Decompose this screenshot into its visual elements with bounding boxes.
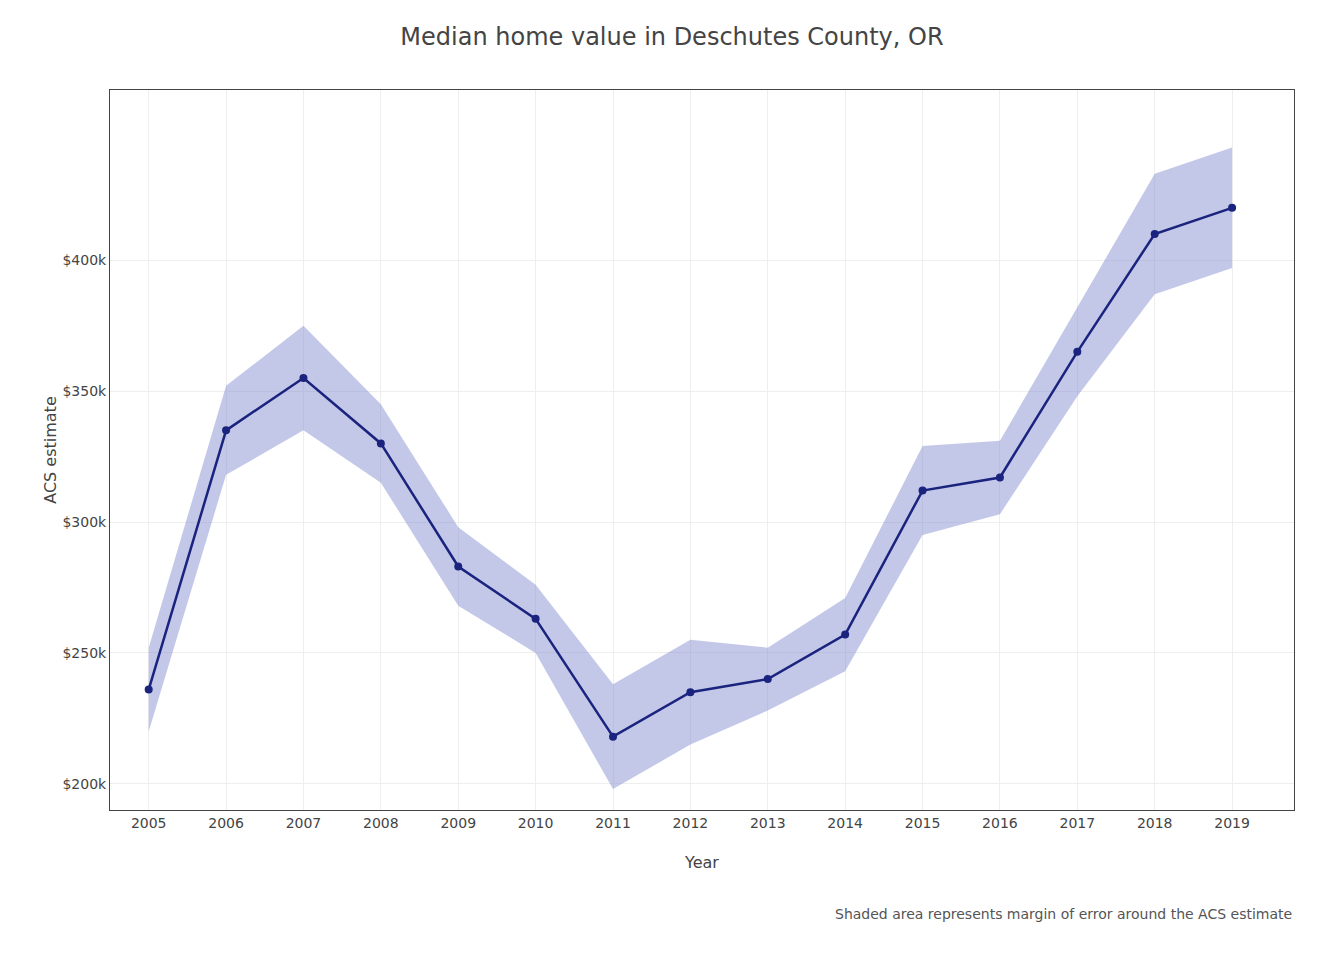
svg-text:2014: 2014 xyxy=(827,815,863,831)
svg-text:2008: 2008 xyxy=(363,815,399,831)
svg-text:Shaded area represents margin: Shaded area represents margin of error a… xyxy=(835,906,1292,922)
svg-text:$250k: $250k xyxy=(62,645,107,661)
svg-text:$200k: $200k xyxy=(62,776,107,792)
svg-text:$300k: $300k xyxy=(62,514,107,530)
svg-text:2010: 2010 xyxy=(518,815,554,831)
svg-text:2016: 2016 xyxy=(982,815,1018,831)
svg-text:2012: 2012 xyxy=(673,815,709,831)
svg-text:$400k: $400k xyxy=(62,252,107,268)
svg-text:2009: 2009 xyxy=(440,815,476,831)
svg-text:2015: 2015 xyxy=(905,815,941,831)
svg-text:2007: 2007 xyxy=(286,815,322,831)
svg-text:2005: 2005 xyxy=(131,815,167,831)
svg-text:2013: 2013 xyxy=(750,815,786,831)
svg-text:2006: 2006 xyxy=(208,815,244,831)
svg-text:2019: 2019 xyxy=(1214,815,1250,831)
svg-text:ACS estimate: ACS estimate xyxy=(41,396,60,503)
svg-text:2018: 2018 xyxy=(1137,815,1173,831)
svg-text:Median home value in Deschutes: Median home value in Deschutes County, O… xyxy=(400,23,943,51)
svg-text:2011: 2011 xyxy=(595,815,631,831)
svg-text:2017: 2017 xyxy=(1059,815,1095,831)
svg-text:$350k: $350k xyxy=(62,383,107,399)
svg-text:Year: Year xyxy=(684,853,719,872)
